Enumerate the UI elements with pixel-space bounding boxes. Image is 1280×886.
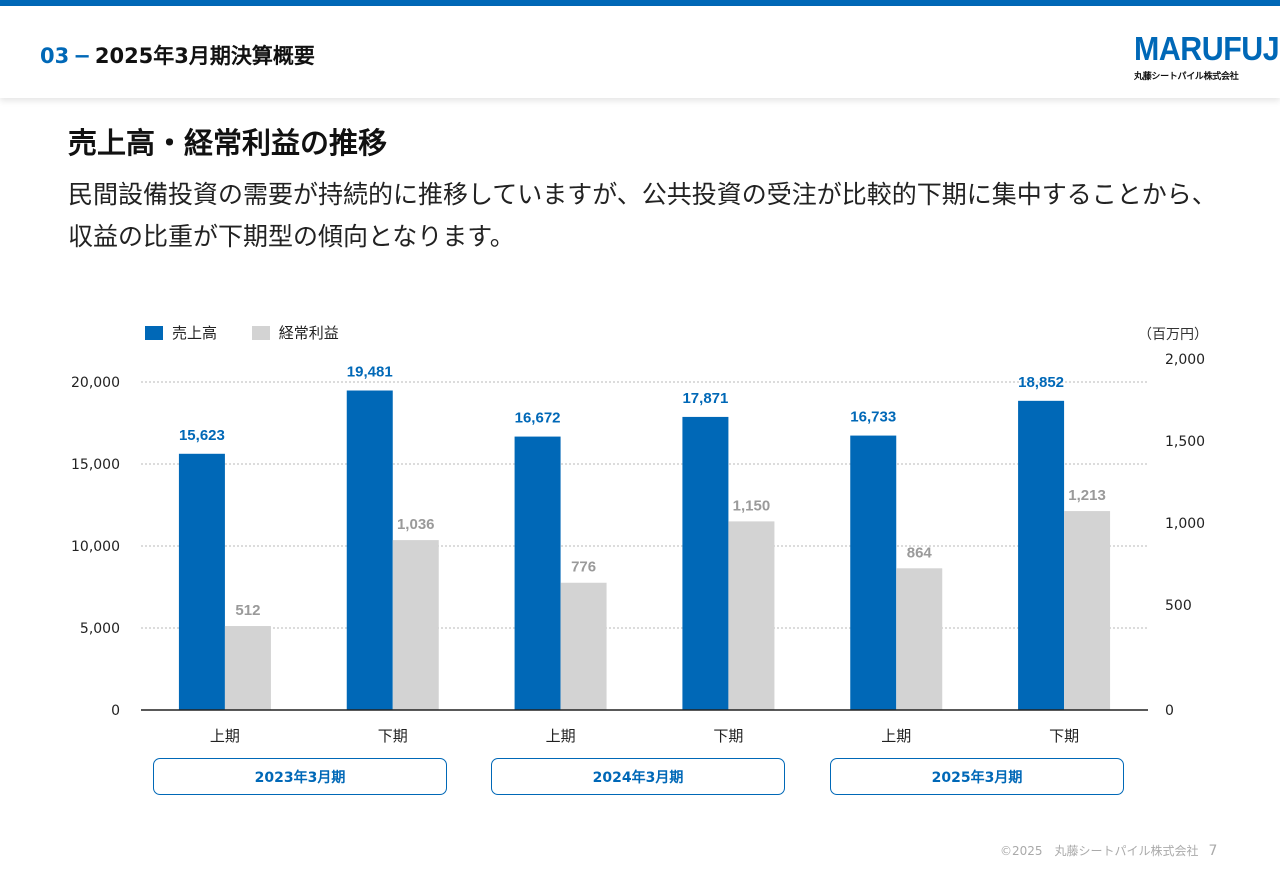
slide-heading: 売上高・経常利益の推移 [68, 126, 388, 160]
unit-label: （百万円） [1138, 327, 1208, 343]
top-accent-bar [0, 0, 1280, 6]
profit-bar [392, 540, 439, 710]
profit-data-label: 776 [571, 559, 596, 576]
legend-swatch-sales [145, 325, 163, 340]
slide-description: 民間設備投資の需要が持続的に推移していますが、公共投資の受注が比較的下期に集中す… [68, 180, 1217, 251]
sales-data-label: 16,672 [515, 410, 561, 427]
sales-bar [514, 436, 561, 710]
y-right-tick-label: 500 [1165, 598, 1192, 614]
y-left-tick-label: 5,000 [80, 621, 120, 637]
profit-data-label: 1,213 [1068, 487, 1106, 504]
legend-swatch-profit [251, 325, 270, 340]
y-left-tick-label: 15,000 [71, 457, 120, 473]
sales-data-label: 18,852 [1018, 374, 1064, 391]
legend-label-sales: 売上高 [172, 324, 218, 342]
profit-bar [728, 521, 775, 710]
legend-item-profit: 経常利益 [251, 322, 339, 343]
profit-data-label: 1,150 [733, 497, 771, 514]
x-category-label: 下期 [378, 727, 408, 745]
logo-company-name: 丸藤シートパイル株式会社 [1134, 72, 1239, 82]
period-box-2024: 2024年3月期 [491, 758, 785, 795]
y-right-tick-label: 2,000 [1165, 352, 1205, 368]
x-category-label: 上期 [210, 727, 240, 745]
legend-label-profit: 経常利益 [278, 324, 339, 342]
company-logo: MARUFUJI 丸藤シートパイル株式会社 [1134, 32, 1280, 83]
y-right-tick-label: 0 [1165, 703, 1174, 719]
x-category-label: 下期 [713, 727, 743, 745]
x-category-label: 上期 [881, 727, 911, 745]
x-category-label: 上期 [546, 727, 576, 745]
sales-bar [1018, 400, 1065, 710]
chart-legend: 売上高 経常利益 [145, 322, 369, 344]
sales-data-label: 17,871 [682, 390, 728, 407]
sales-bar [178, 453, 225, 710]
profit-bar [1064, 511, 1111, 710]
sales-bar [346, 390, 393, 710]
section-title: 03−2025年3月期決算概要 [40, 40, 315, 70]
y-left-tick-label: 20,000 [71, 375, 120, 391]
section-title-text: 2025年3月期決算概要 [94, 44, 315, 68]
y-right-tick-label: 1,500 [1165, 434, 1205, 450]
page-number: 7 [1208, 843, 1218, 859]
profit-bar [560, 582, 607, 710]
x-category-label: 下期 [1049, 727, 1079, 745]
legend-item-sales: 売上高 [145, 322, 217, 343]
footer: ©2025 丸藤シートパイル株式会社 7 [1000, 842, 1217, 859]
sales-data-label: 15,623 [179, 427, 225, 444]
footer-copyright: ©2025 丸藤シートパイル株式会社 [1000, 844, 1199, 858]
sales-bar [682, 416, 729, 710]
y-right-tick-label: 1,000 [1165, 516, 1205, 532]
section-number: 03 [40, 44, 70, 68]
profit-data-label: 1,036 [397, 516, 435, 533]
period-box-2023: 2023年3月期 [153, 758, 447, 795]
sales-bar [850, 435, 897, 710]
profit-bar [896, 568, 943, 710]
y-left-tick-label: 10,000 [71, 539, 120, 555]
profit-data-label: 864 [907, 544, 933, 561]
sales-data-label: 19,481 [347, 364, 393, 381]
slide-header: 03−2025年3月期決算概要 MARUFUJI 丸藤シートパイル株式会社 [0, 6, 1280, 98]
profit-data-label: 512 [235, 602, 260, 619]
y-left-tick-label: 0 [111, 703, 120, 719]
profit-bar [224, 626, 271, 710]
section-dash: − [73, 44, 91, 68]
sales-data-label: 16,733 [850, 409, 896, 426]
period-box-2025: 2025年3月期 [830, 758, 1124, 795]
